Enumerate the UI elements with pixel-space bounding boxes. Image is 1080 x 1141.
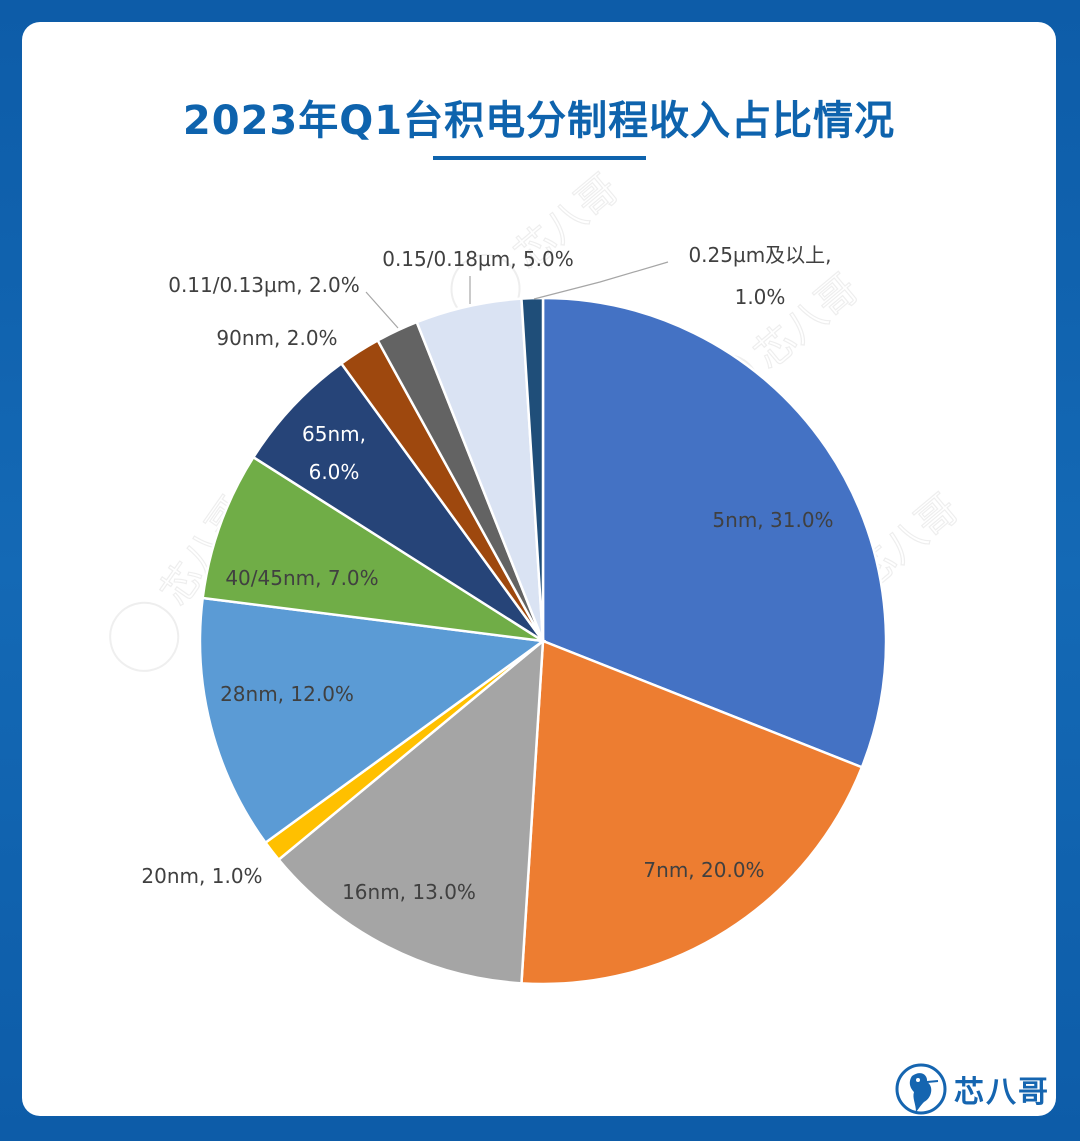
slice-label-1: 7nm, 20.0% bbox=[643, 858, 764, 882]
pie-slice-6 bbox=[251, 361, 545, 643]
slice-label-10: 0.25µm及以上, 1.0% bbox=[688, 243, 831, 309]
watermark-text: 芯八哥 bbox=[746, 266, 867, 378]
pie-slice-5 bbox=[201, 455, 544, 643]
slice-labels: 5nm, 31.0% 7nm, 20.0% 16nm, 13.0% 20nm, 1.0… bbox=[141, 243, 833, 904]
slice-label-line: 65nm, bbox=[302, 422, 366, 446]
slice-label-3: 20nm, 1.0% bbox=[141, 864, 262, 888]
leader-line-10 bbox=[533, 261, 669, 300]
leader-line-8 bbox=[365, 291, 399, 329]
slice-label-5: 40/45nm, 7.0% bbox=[225, 566, 378, 590]
slice-label-line: 0.25µm及以上, bbox=[688, 243, 831, 267]
slice-label-line: 1.0% bbox=[735, 285, 786, 309]
pie-slice-10 bbox=[520, 296, 545, 642]
slice-label-9: 0.15/0.18µm, 5.0% bbox=[382, 247, 574, 271]
slice-label-0: 5nm, 31.0% bbox=[712, 508, 833, 532]
kingfisher-logo-icon bbox=[895, 1063, 947, 1115]
pie-slices bbox=[198, 296, 888, 986]
slice-label-2: 16nm, 13.0% bbox=[342, 880, 476, 904]
brand-name: 芯八哥 bbox=[954, 1075, 1050, 1110]
pie-slice-1 bbox=[520, 639, 864, 986]
brand-logo: 芯八哥 bbox=[894, 1061, 1050, 1117]
slice-label-7: 90nm, 2.0% bbox=[216, 326, 337, 350]
leader-lines bbox=[365, 261, 669, 329]
kingfisher-logo-icon bbox=[109, 601, 180, 672]
slice-label-8: 0.11/0.13µm, 2.0% bbox=[168, 273, 360, 297]
slice-label-4: 28nm, 12.0% bbox=[220, 682, 354, 706]
pie-slice-2 bbox=[276, 638, 545, 985]
pie-slice-0 bbox=[541, 296, 888, 769]
title-underline bbox=[433, 156, 646, 160]
chart-title: 2023年Q1台积电分制程收入占比情况 bbox=[182, 98, 896, 144]
slice-label-line: 6.0% bbox=[309, 460, 360, 484]
slice-label-6: 65nm, 6.0% bbox=[302, 422, 366, 484]
pie-slice-4 bbox=[198, 596, 547, 845]
